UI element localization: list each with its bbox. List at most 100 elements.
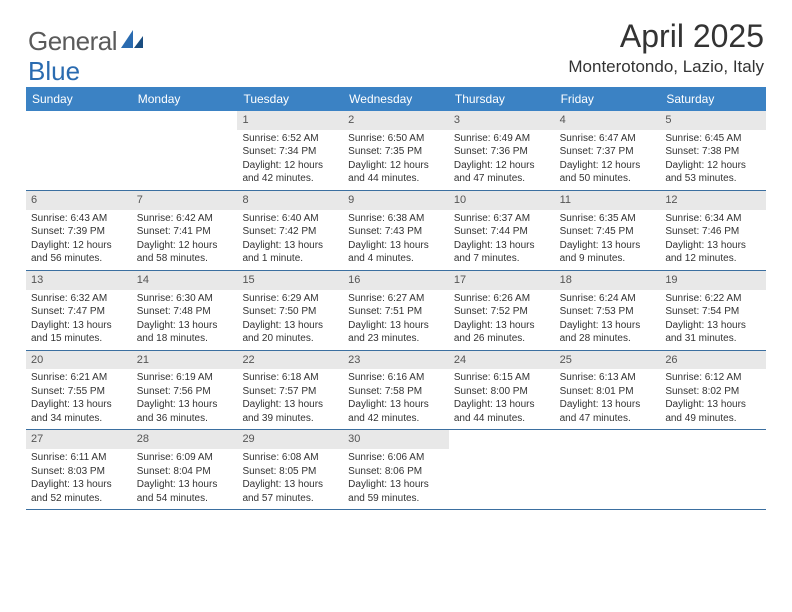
empty-cell: . (555, 430, 661, 509)
day-cell: 27Sunrise: 6:11 AMSunset: 8:03 PMDayligh… (26, 430, 132, 509)
sunrise-line: Sunrise: 6:29 AM (242, 292, 338, 306)
day-cell: 23Sunrise: 6:16 AMSunset: 7:58 PMDayligh… (343, 351, 449, 430)
sunrise-line: Sunrise: 6:09 AM (137, 451, 233, 465)
day-number: 19 (660, 271, 766, 290)
daylight-line: Daylight: 13 hours and 18 minutes. (137, 319, 233, 346)
day-cell: 24Sunrise: 6:15 AMSunset: 8:00 PMDayligh… (449, 351, 555, 430)
day-cell: 16 Sunrise: 6:27 AMSunset: 7:51 PMDayligh… (343, 271, 449, 350)
day-cell: 19Sunrise: 6:22 AMSunset: 7:54 PMDayligh… (660, 271, 766, 350)
calendar-row: ..1Sunrise: 6:52 AMSunset: 7:34 PMDaylig… (26, 111, 766, 191)
day-content: Sunrise: 6:52 AMSunset: 7:34 PMDaylight:… (237, 132, 343, 190)
day-number: 22 (237, 351, 343, 370)
weekday-header: Saturday (660, 87, 766, 111)
daylight-line: Daylight: 13 hours and 23 minutes. (348, 319, 444, 346)
daylight-line: Daylight: 13 hours and 15 minutes. (31, 319, 127, 346)
day-number: 24 (449, 351, 555, 370)
daylight-line: Daylight: 12 hours and 58 minutes. (137, 239, 233, 266)
day-content: Sunrise: 6:35 AMSunset: 7:45 PMDaylight:… (555, 212, 661, 270)
empty-cell: . (449, 430, 555, 509)
sunset-line: Sunset: 7:47 PM (31, 305, 127, 319)
sunrise-line: Sunrise: 6:52 AM (242, 132, 338, 146)
sunset-line: Sunset: 8:06 PM (348, 465, 444, 479)
weekday-header: Thursday (449, 87, 555, 111)
day-content: Sunrise: 6:45 AMSunset: 7:38 PMDaylight:… (660, 132, 766, 190)
calendar-row: 6Sunrise: 6:43 AMSunset: 7:39 PMDaylight… (26, 191, 766, 271)
day-number: 16 (343, 271, 449, 290)
location: Monterotondo, Lazio, Italy (568, 57, 764, 77)
daylight-line: Daylight: 13 hours and 49 minutes. (665, 398, 761, 425)
day-cell: 21Sunrise: 6:19 AMSunset: 7:56 PMDayligh… (132, 351, 238, 430)
day-number: 18 (555, 271, 661, 290)
sunrise-line: Sunrise: 6:30 AM (137, 292, 233, 306)
daylight-line: Daylight: 13 hours and 31 minutes. (665, 319, 761, 346)
sunset-line: Sunset: 7:39 PM (31, 225, 127, 239)
day-content: Sunrise: 6:26 AMSunset: 7:52 PMDaylight:… (449, 292, 555, 350)
day-cell: 7Sunrise: 6:42 AMSunset: 7:41 PMDaylight… (132, 191, 238, 270)
sunrise-line: Sunrise: 6:26 AM (454, 292, 550, 306)
day-content: Sunrise: 6:34 AMSunset: 7:46 PMDaylight:… (660, 212, 766, 270)
day-content: Sunrise: 6:37 AMSunset: 7:44 PMDaylight:… (449, 212, 555, 270)
daylight-line: Daylight: 13 hours and 57 minutes. (242, 478, 338, 505)
day-number: 12 (660, 191, 766, 210)
day-cell: 3Sunrise: 6:49 AMSunset: 7:36 PMDaylight… (449, 111, 555, 190)
day-content: Sunrise: 6:12 AMSunset: 8:02 PMDaylight:… (660, 371, 766, 429)
day-number: 5 (660, 111, 766, 130)
logo-word2: Blue (28, 56, 80, 87)
calendar-body: ..1Sunrise: 6:52 AMSunset: 7:34 PMDaylig… (26, 111, 766, 510)
weekday-header: Friday (555, 87, 661, 111)
sunset-line: Sunset: 7:46 PM (665, 225, 761, 239)
day-number: 23 (343, 351, 449, 370)
sunset-line: Sunset: 7:51 PM (348, 305, 444, 319)
day-number: 15 (237, 271, 343, 290)
sunrise-line: Sunrise: 6:18 AM (242, 371, 338, 385)
calendar-row: 27Sunrise: 6:11 AMSunset: 8:03 PMDayligh… (26, 430, 766, 510)
daylight-line: Daylight: 13 hours and 36 minutes. (137, 398, 233, 425)
day-cell: 9Sunrise: 6:38 AMSunset: 7:43 PMDaylight… (343, 191, 449, 270)
day-number: 2 (343, 111, 449, 130)
sunrise-line: Sunrise: 6:37 AM (454, 212, 550, 226)
sunset-line: Sunset: 7:57 PM (242, 385, 338, 399)
sunset-line: Sunset: 7:55 PM (31, 385, 127, 399)
sunrise-line: Sunrise: 6:35 AM (560, 212, 656, 226)
calendar-row: 20Sunrise: 6:21 AMSunset: 7:55 PMDayligh… (26, 351, 766, 431)
sunset-line: Sunset: 7:37 PM (560, 145, 656, 159)
sunset-line: Sunset: 7:34 PM (242, 145, 338, 159)
logo-word1: General (28, 26, 117, 57)
daylight-line: Daylight: 13 hours and 34 minutes. (31, 398, 127, 425)
day-number: 14 (132, 271, 238, 290)
daylight-line: Daylight: 12 hours and 42 minutes. (242, 159, 338, 186)
sunrise-line: Sunrise: 6:27 AM (348, 292, 444, 306)
day-content: Sunrise: 6:32 AMSunset: 7:47 PMDaylight:… (26, 292, 132, 350)
day-cell: 8Sunrise: 6:40 AMSunset: 7:42 PMDaylight… (237, 191, 343, 270)
day-cell: 13Sunrise: 6:32 AMSunset: 7:47 PMDayligh… (26, 271, 132, 350)
day-content: Sunrise: 6:50 AMSunset: 7:35 PMDaylight:… (343, 132, 449, 190)
daylight-line: Daylight: 13 hours and 44 minutes. (454, 398, 550, 425)
sunset-line: Sunset: 8:03 PM (31, 465, 127, 479)
day-number: 30 (343, 430, 449, 449)
daylight-line: Daylight: 12 hours and 53 minutes. (665, 159, 761, 186)
sunrise-line: Sunrise: 6:34 AM (665, 212, 761, 226)
weekday-header: Monday (132, 87, 238, 111)
day-number: 6 (26, 191, 132, 210)
sunset-line: Sunset: 7:42 PM (242, 225, 338, 239)
day-number: 3 (449, 111, 555, 130)
sunset-line: Sunset: 7:41 PM (137, 225, 233, 239)
daylight-line: Daylight: 12 hours and 44 minutes. (348, 159, 444, 186)
day-content: Sunrise: 6:08 AMSunset: 8:05 PMDaylight:… (237, 451, 343, 509)
sunset-line: Sunset: 7:48 PM (137, 305, 233, 319)
daylight-line: Daylight: 13 hours and 7 minutes. (454, 239, 550, 266)
daylight-line: Daylight: 13 hours and 42 minutes. (348, 398, 444, 425)
sunrise-line: Sunrise: 6:19 AM (137, 371, 233, 385)
sunset-line: Sunset: 7:53 PM (560, 305, 656, 319)
weekday-header: Wednesday (343, 87, 449, 111)
day-cell: 14 Sunrise: 6:30 AMSunset: 7:48 PMDayligh… (132, 271, 238, 350)
sunrise-line: Sunrise: 6:08 AM (242, 451, 338, 465)
daylight-line: Daylight: 13 hours and 52 minutes. (31, 478, 127, 505)
day-content: Sunrise: 6:29 AMSunset: 7:50 PMDaylight:… (237, 292, 343, 350)
sunrise-line: Sunrise: 6:11 AM (31, 451, 127, 465)
day-content: Sunrise: 6:24 AMSunset: 7:53 PMDaylight:… (555, 292, 661, 350)
daylight-line: Daylight: 13 hours and 1 minute. (242, 239, 338, 266)
month-title: April 2025 (568, 18, 764, 55)
daylight-line: Daylight: 13 hours and 12 minutes. (665, 239, 761, 266)
empty-cell: . (660, 430, 766, 509)
